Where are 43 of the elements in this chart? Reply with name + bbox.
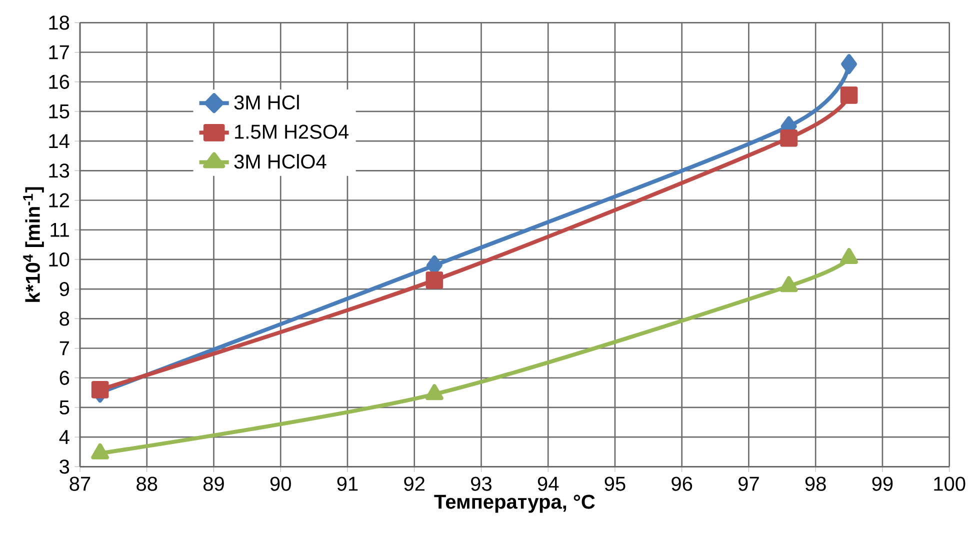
y-tick-label: 18 <box>49 16 70 30</box>
y-axis-title: k*10$^{4}$ [min$^{-1}$] <box>23 187 44 302</box>
y-tick-label: 7 <box>60 341 69 356</box>
x-tick-label: 92 <box>404 476 424 491</box>
y-tick-label: 10 <box>49 252 70 267</box>
legend-label: 3M HClO4 <box>234 154 326 169</box>
point <box>780 129 798 147</box>
legend-label: 1.5M H2SO4 <box>235 124 349 139</box>
x-tick-label: 93 <box>471 476 492 491</box>
y-tick-label: 6 <box>60 370 70 385</box>
x-tick-label: 90 <box>270 476 291 491</box>
y-tick-label: 9 <box>60 282 69 296</box>
y-tick-label: 5 <box>60 400 70 414</box>
point <box>426 272 444 289</box>
x-tick-label: 91 <box>337 476 358 491</box>
x-tick-label: 89 <box>204 476 224 491</box>
y-tick-label: 14 <box>49 134 70 148</box>
y-tick-label: 12 <box>49 193 69 208</box>
y-tick-label: 11 <box>50 222 69 237</box>
y-tick-label: 13 <box>49 164 70 178</box>
x-tick-label: 95 <box>604 476 626 491</box>
x-tick-label: 87 <box>70 476 90 491</box>
point <box>91 443 109 460</box>
point <box>840 86 858 104</box>
y-tick-label: 16 <box>49 74 70 89</box>
x-axis-title: Температура, °C <box>434 494 595 513</box>
x-tick-label: 94 <box>538 476 559 491</box>
x-tick-label: 88 <box>136 476 158 491</box>
x-tick-label: 100 <box>934 476 966 491</box>
x-tick-label: 98 <box>805 476 826 491</box>
y-tick-label: 3 <box>60 460 70 474</box>
point <box>840 248 858 264</box>
x-tick-label: 99 <box>872 476 893 491</box>
y-tick-label: 15 <box>49 104 70 118</box>
y-tick-label: 4 <box>59 430 70 444</box>
x-tick-label: 97 <box>738 476 759 491</box>
point <box>780 276 798 292</box>
x-tick-label: 96 <box>672 476 692 491</box>
point <box>425 384 444 400</box>
point <box>841 54 858 74</box>
y-tick-label: 17 <box>49 45 69 60</box>
y-tick-label: 8 <box>60 312 70 326</box>
legend-label: 3M HCl <box>234 94 299 110</box>
